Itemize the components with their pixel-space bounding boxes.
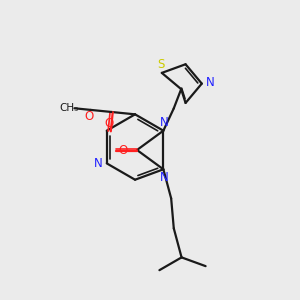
Text: O: O [104,117,113,130]
Text: S: S [158,58,165,71]
Text: O: O [118,143,128,157]
Text: O: O [85,110,94,123]
Text: N: N [206,76,214,88]
Text: N: N [94,157,103,170]
Text: CH₃: CH₃ [59,103,79,113]
Text: N: N [160,171,169,184]
Text: N: N [160,116,169,129]
